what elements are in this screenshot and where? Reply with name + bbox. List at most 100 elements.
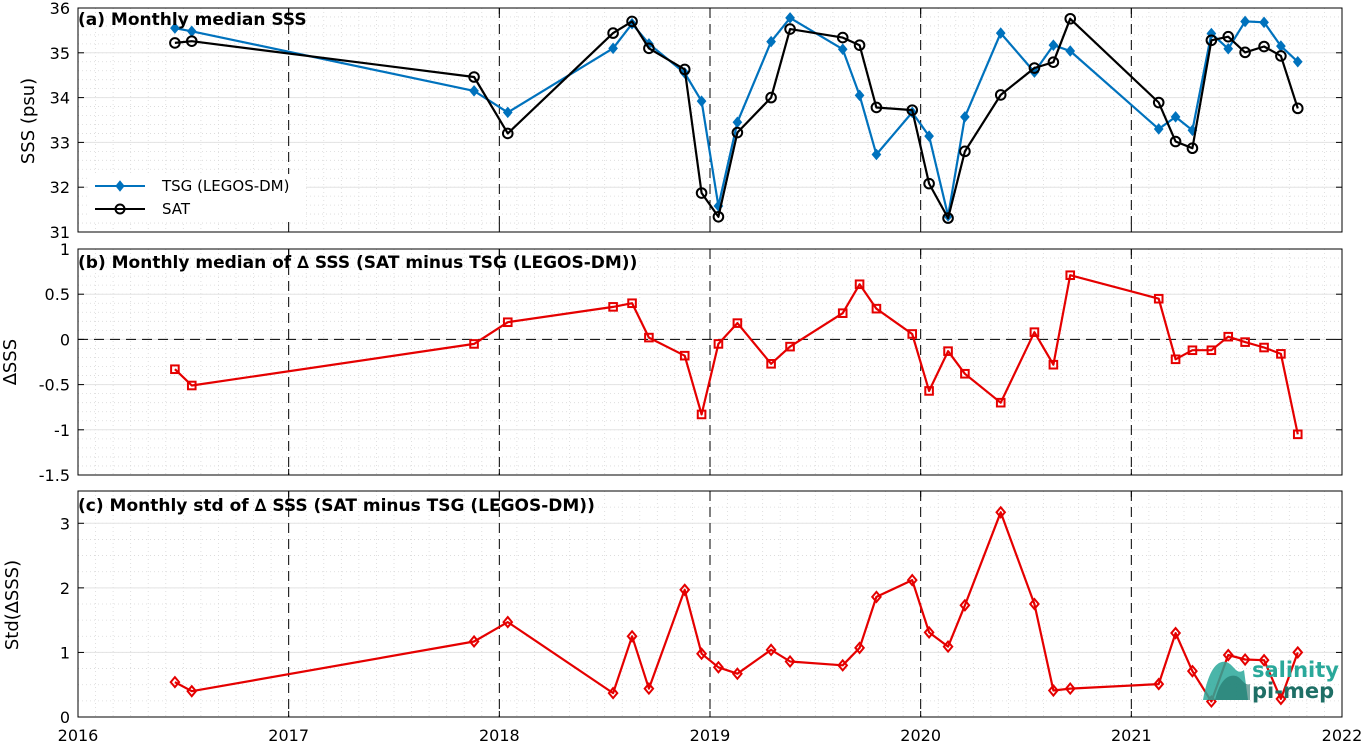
panel-c-ytick-label: 3 <box>60 514 70 533</box>
panel-a-data-point <box>626 15 638 28</box>
panel-a-data-point <box>1292 55 1303 68</box>
panel-b-data-point <box>1240 337 1250 347</box>
panel-b-data-point <box>1276 349 1286 359</box>
xtick-label-2017: 2017 <box>268 726 309 745</box>
panel-a-data-point <box>643 42 655 55</box>
panel-c-data-point <box>765 643 777 657</box>
panel-c-data-point <box>942 640 954 654</box>
panel-a-data-point <box>1291 102 1304 115</box>
panel-a-ytick-label: 33 <box>50 133 70 152</box>
panel-b-data-point <box>1029 327 1040 337</box>
panel-a-data-point <box>608 42 618 55</box>
panel-a-ytick-label: 31 <box>50 223 70 242</box>
panel-b-data-point <box>1292 429 1303 440</box>
panel-a-data-point <box>1064 12 1077 25</box>
panel-a-data-point <box>1222 30 1235 43</box>
legend-label-sat: SAT <box>162 200 191 218</box>
panel-a-series-line-1 <box>174 17 1299 220</box>
panel-a-data-point <box>468 71 480 83</box>
panel-c-ytick-label: 1 <box>60 643 70 662</box>
panel-a-data-point <box>169 37 181 49</box>
panel-b-ytick-label: -0.5 <box>39 376 70 395</box>
panel-a-ytick-label: 32 <box>50 178 70 197</box>
panel-c-data-point <box>712 660 724 674</box>
panel-c-data-point <box>626 629 638 643</box>
panel-b-ytick-label: -1 <box>54 421 70 440</box>
panel-a-data-point <box>785 12 795 24</box>
panel-b-data-point <box>907 329 918 339</box>
panel-b-data-point <box>644 332 654 343</box>
panel-b-data-point <box>170 364 180 375</box>
panel-a-data-point <box>170 22 180 34</box>
panel-c-data-point <box>1170 626 1182 640</box>
panel-a-data-point <box>502 106 513 119</box>
panel-a-data-point <box>712 210 725 223</box>
panel-c-data-point <box>870 590 882 604</box>
panel-a-data-point <box>678 63 691 76</box>
panel-a-data-point <box>1048 39 1059 51</box>
panel-c-data-point <box>1275 692 1287 706</box>
panel-a-data-point <box>1239 46 1251 59</box>
panel-a-data-point <box>853 39 866 51</box>
panel-b-data-point <box>1048 359 1059 370</box>
panel-a-data-point <box>994 89 1007 101</box>
salinity-pimep-logo: salinity pi-mep <box>1203 658 1339 703</box>
panel-c-data-point <box>1222 648 1234 662</box>
panel-a-data-point <box>731 126 744 139</box>
panel-b-data-point <box>469 339 479 349</box>
panel-b-data-point <box>679 350 690 361</box>
panel-c-data-point <box>1239 652 1251 667</box>
legend-marker-tsg <box>115 180 125 192</box>
panel-a-data-point <box>836 31 849 44</box>
panel-a-ytick-label: 35 <box>50 44 70 63</box>
panel-a-data-point <box>469 85 479 97</box>
panel-c-data-point <box>906 573 918 587</box>
panel-b-data-point <box>1206 345 1217 356</box>
panel-c-data-point <box>1153 677 1165 691</box>
legend-box <box>88 174 306 222</box>
panel-a-data-point <box>854 89 865 102</box>
panel-b-series-line-0 <box>174 274 1299 435</box>
panel-b-data-point <box>995 397 1006 408</box>
panel-c-data-point <box>959 598 971 612</box>
panel-a-data-point <box>1223 42 1234 55</box>
panel-a-monthly-median-sss: 31 32 33 34 35 36 (a) Monthly median SSS SSS … <box>18 0 1343 242</box>
panel-b-data-point <box>186 380 197 391</box>
panel-b-data-point <box>1259 342 1269 353</box>
panel-c-data-point <box>837 658 849 672</box>
panel-b-data-point <box>785 341 795 352</box>
panel-c-data-point <box>995 505 1007 519</box>
panel-a-data-point <box>1259 16 1269 29</box>
panel-a-data-point <box>765 91 777 104</box>
xtick-label-2019: 2019 <box>690 726 731 745</box>
panel-a-data-point <box>766 35 776 48</box>
panel-a-data-point <box>1240 15 1250 28</box>
panel-b-data-point <box>627 298 637 309</box>
panel-c-data-point <box>169 675 181 689</box>
panel-a-data-point <box>906 104 919 116</box>
panel-b-data-point <box>608 302 618 312</box>
panel-b-data-point <box>502 317 513 328</box>
panel-a-data-point <box>501 127 514 140</box>
xtick-label-2021: 2021 <box>1111 726 1152 745</box>
panel-b-data-point <box>1065 270 1076 281</box>
panel-b-monthly-median-delta-sss: -1.5 -1 -0.5 0 0.5 1 (b) Monthly median of ∆ … <box>0 240 1343 485</box>
panel-b-data-point <box>1153 293 1164 304</box>
panel-c-data-point <box>1292 645 1304 659</box>
panel-a-data-point <box>1205 34 1218 47</box>
panel-b-data-point <box>943 346 953 356</box>
xtick-label-2022: 2022 <box>1322 726 1363 745</box>
panel-b-data-point <box>713 339 724 349</box>
legend-label-tsg: TSG (LEGOS-DM) <box>161 177 289 195</box>
panel-a-data-point <box>696 95 707 107</box>
panel-c-data-point <box>1028 597 1040 611</box>
panel-a-ylabel: SSS (psu) <box>18 78 39 164</box>
panel-a-title: (a) Monthly median SSS <box>78 10 307 30</box>
panel-b-data-point <box>732 318 743 328</box>
panel-a-data-point <box>1028 62 1041 74</box>
panel-b-ylabel: ∆SSS <box>0 339 21 386</box>
panel-b-data-point <box>837 308 848 318</box>
panel-a-data-point <box>960 111 970 123</box>
panel-c-data-point <box>502 615 514 629</box>
